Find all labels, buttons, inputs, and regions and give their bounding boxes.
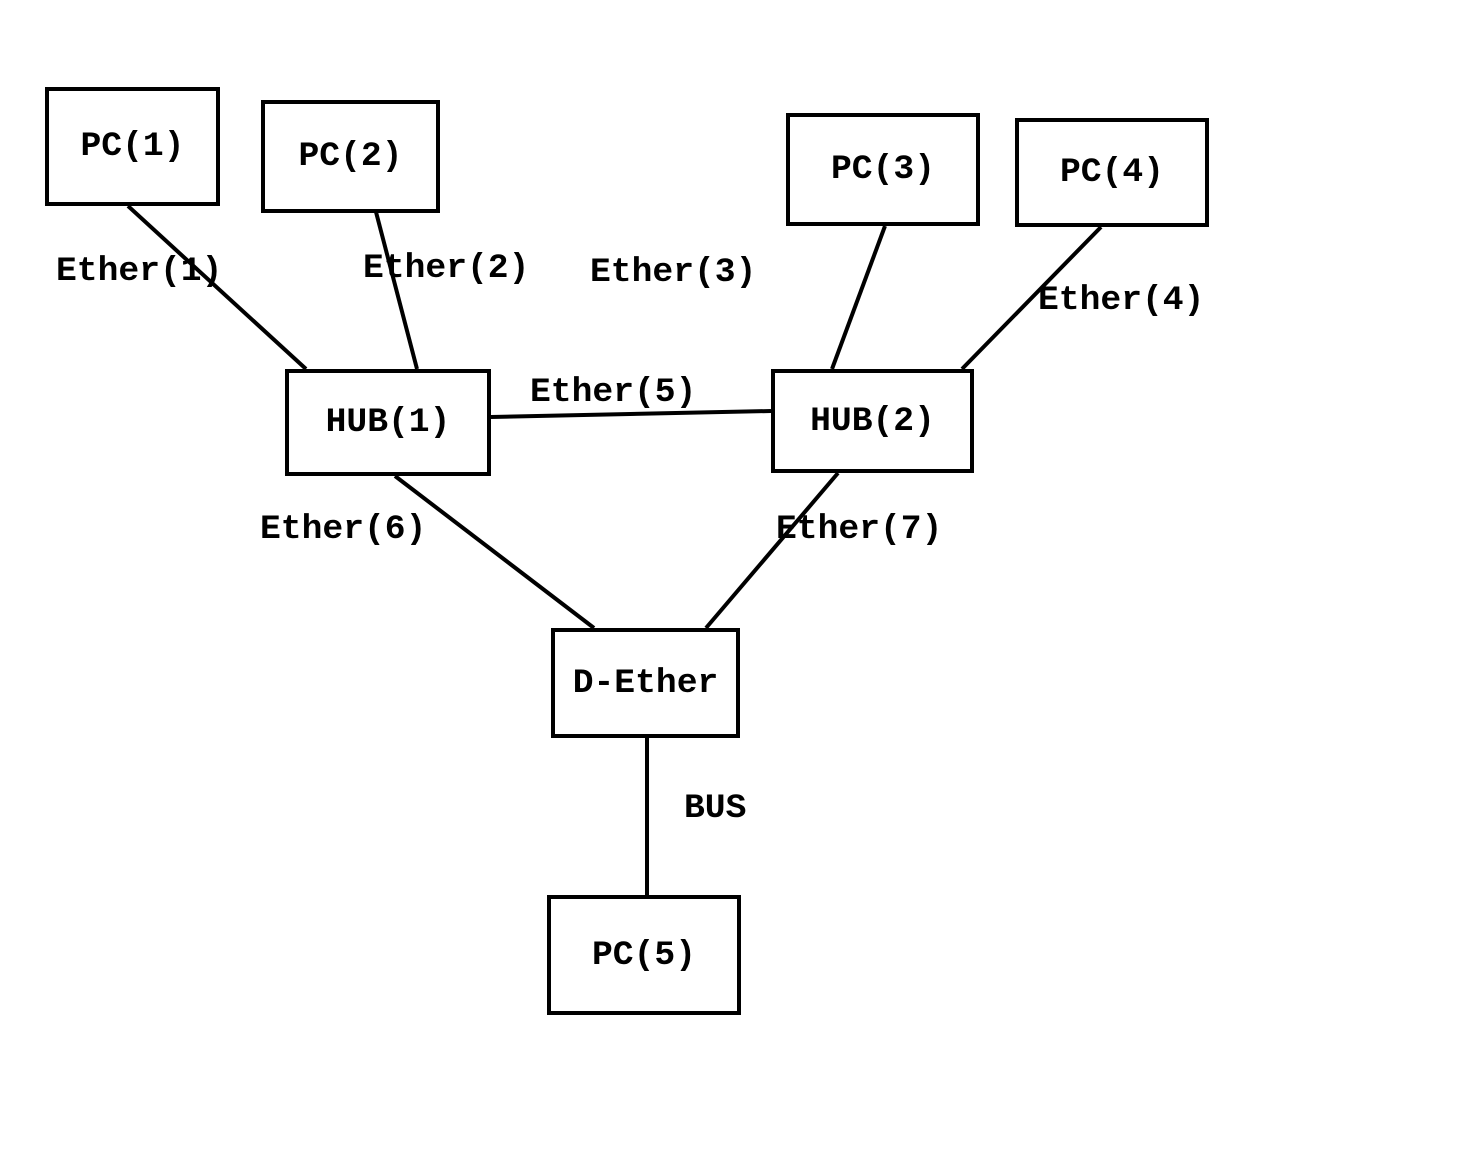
edge-e2 [376,212,417,369]
node-pc4: PC(4) [1015,118,1209,227]
node-pc4-label: PC(4) [1060,153,1164,192]
node-hub1: HUB(1) [285,369,491,476]
edge-e6 [395,476,594,628]
node-pc5: PC(5) [547,895,741,1015]
edge-label-bus: BUS [684,789,746,828]
edge-e3 [832,226,885,369]
node-pc2-label: PC(2) [299,137,403,176]
node-pc1: PC(1) [45,87,220,206]
node-pc5-label: PC(5) [592,936,696,975]
node-pc1-label: PC(1) [81,127,185,166]
edge-label-ether5: Ether(5) [530,373,696,412]
edge-label-ether7: Ether(7) [776,510,942,549]
node-dether-label: D-Ether [573,664,719,703]
edge-label-ether4: Ether(4) [1038,281,1204,320]
node-hub1-label: HUB(1) [326,403,451,442]
node-pc3: PC(3) [786,113,980,226]
edge-label-ether3: Ether(3) [590,253,756,292]
edge-label-ether6: Ether(6) [260,510,426,549]
node-dether: D-Ether [551,628,740,738]
node-hub2-label: HUB(2) [810,402,935,441]
node-pc2: PC(2) [261,100,440,213]
node-hub2: HUB(2) [771,369,974,473]
edge-label-ether1: Ether(1) [56,252,222,291]
network-diagram: PC(1) PC(2) PC(3) PC(4) HUB(1) HUB(2) D-… [0,0,1467,1161]
edge-label-ether2: Ether(2) [363,249,529,288]
node-pc3-label: PC(3) [831,150,935,189]
edge-e7 [706,473,838,628]
